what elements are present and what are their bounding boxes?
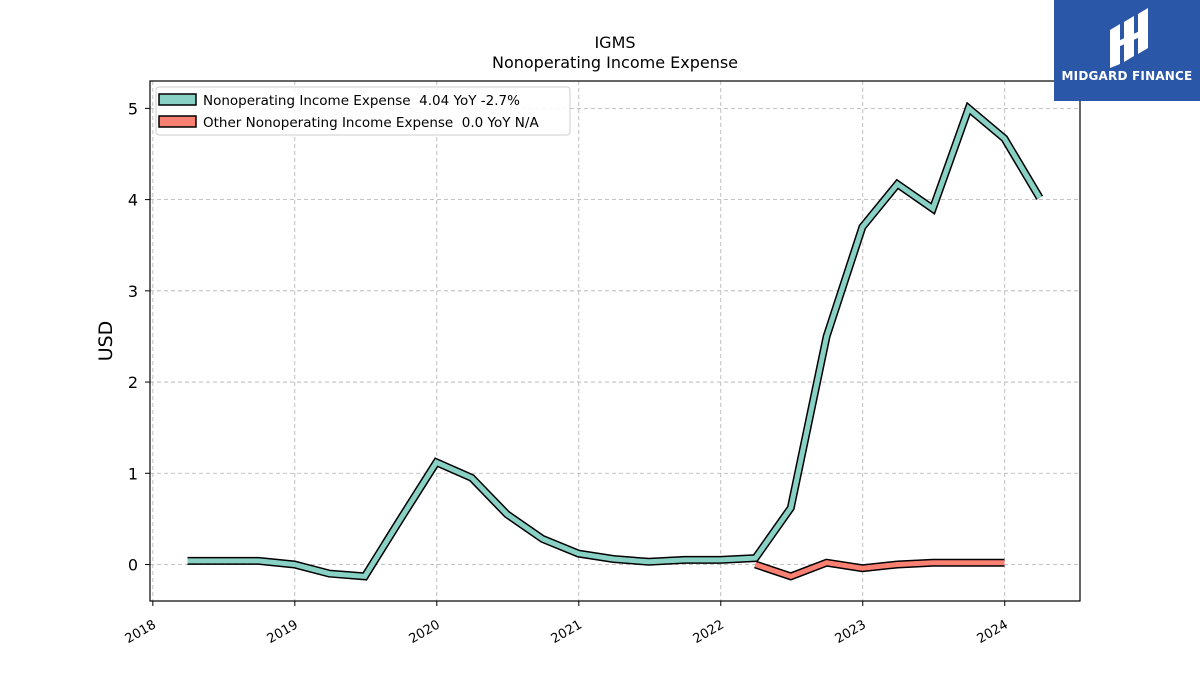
legend-label-other-nonoperating: Other Nonoperating Income Expense 0.0 Yo… <box>203 115 539 131</box>
x-axis: 2018 2019 2020 2021 2022 2023 2024 <box>123 601 1011 647</box>
series-lines <box>187 101 1044 581</box>
legend: Nonoperating Income Expense 4.04 YoY -2.… <box>155 86 571 136</box>
y-tick-label: 5 <box>128 99 138 118</box>
legend-label-nonoperating: Nonoperating Income Expense 4.04 YoY -2.… <box>203 93 520 109</box>
legend-swatch-other-nonoperating <box>158 115 197 128</box>
x-tick-label: 2018 <box>123 617 159 647</box>
series-line-outline <box>187 101 1044 581</box>
y-tick-label: 0 <box>128 556 138 575</box>
y-tick-label: 3 <box>128 282 138 301</box>
chart-subtitle: Nonoperating Income Expense <box>492 53 738 72</box>
y-axis: 0 1 2 3 4 5 <box>128 99 150 575</box>
series-line <box>187 104 1042 580</box>
x-tick-label: 2021 <box>549 617 585 647</box>
plot-frame <box>149 80 1081 602</box>
midgard-finance-logo: MIDGARD FINANCE <box>1054 0 1200 101</box>
series-1 <box>754 558 1005 581</box>
grid-lines <box>150 81 1080 601</box>
y-tick-label: 2 <box>128 373 138 392</box>
legend-swatch-nonoperating <box>158 93 197 106</box>
y-tick-label: 1 <box>128 464 138 483</box>
x-tick-label: 2022 <box>691 617 727 647</box>
chart-title: IGMS <box>594 33 635 52</box>
series-line <box>754 560 1005 580</box>
x-tick-label: 2019 <box>265 617 301 647</box>
legend-frame <box>155 86 571 136</box>
x-tick-label: 2024 <box>975 617 1011 647</box>
logo-text: MIDGARD FINANCE <box>1061 69 1193 83</box>
y-tick-label: 4 <box>128 191 138 210</box>
series-0 <box>187 101 1044 581</box>
y-axis-label: USD <box>95 321 117 362</box>
midgard-logo-icon <box>1110 8 1148 68</box>
x-tick-label: 2023 <box>833 617 869 647</box>
x-tick-label: 2020 <box>407 617 443 647</box>
